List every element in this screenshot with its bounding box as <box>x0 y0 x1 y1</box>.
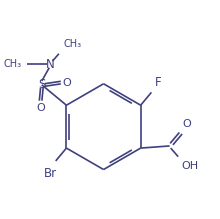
Text: F: F <box>155 76 161 89</box>
Text: O: O <box>36 103 45 113</box>
Text: CH₃: CH₃ <box>3 60 21 69</box>
Text: CH₃: CH₃ <box>63 39 81 49</box>
Text: O: O <box>182 119 191 129</box>
Text: Br: Br <box>44 167 57 180</box>
Text: S: S <box>38 78 46 91</box>
Text: O: O <box>62 78 71 88</box>
Text: N: N <box>46 58 55 71</box>
Text: OH: OH <box>182 161 198 171</box>
